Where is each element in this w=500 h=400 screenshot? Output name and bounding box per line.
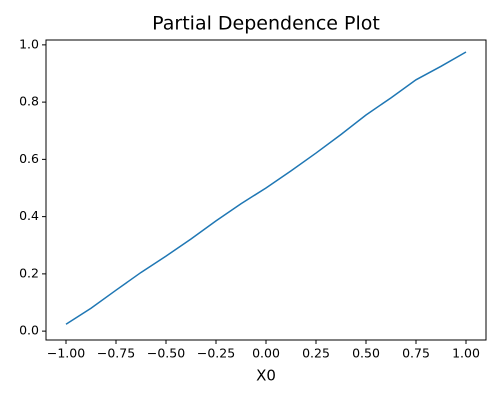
x-tick-label: −1.00 (47, 346, 85, 361)
x-tick-label: 0.00 (252, 346, 280, 361)
plot-frame (45, 39, 487, 341)
y-tick-label: 0.2 (19, 265, 39, 280)
line-series (65, 51, 467, 325)
y-tick-label: 0.0 (19, 323, 39, 338)
x-tick-label: 0.50 (352, 346, 380, 361)
x-tick-label: 0.25 (302, 346, 330, 361)
x-tick-label: −0.75 (97, 346, 135, 361)
x-axis-label: X0 (256, 367, 276, 385)
y-tick-label: 0.6 (19, 151, 39, 166)
x-tick-label: 0.75 (402, 346, 430, 361)
y-tick-label: 0.4 (19, 208, 39, 223)
chart-title: Partial Dependence Plot (152, 13, 380, 35)
y-tick-label: 1.0 (19, 36, 39, 51)
x-tick-label: 1.00 (452, 346, 480, 361)
y-tick-label: 0.8 (19, 94, 39, 109)
x-tick-label: −0.50 (147, 346, 185, 361)
x-tick-label: −0.25 (197, 346, 235, 361)
